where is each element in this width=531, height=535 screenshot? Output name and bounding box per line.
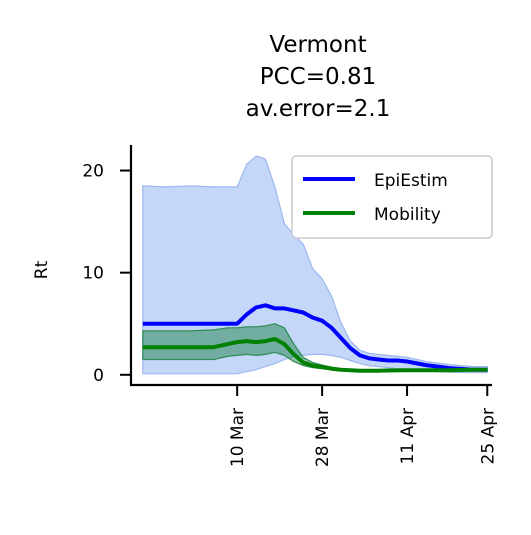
y-ticks: 0 10 20: [82, 162, 131, 386]
x-ticks: 10 Mar 28 Mar 11 Apr 25 Apr: [228, 385, 498, 467]
y-axis-label: Rt: [32, 260, 52, 279]
chart-title-line-1: Vermont: [269, 32, 366, 58]
series-line-mobility: [142, 337, 488, 373]
legend-label-mobility: Mobility: [374, 205, 441, 225]
series-line-epiestim: [142, 303, 488, 372]
chart-title-line-2: PCC=0.81: [260, 64, 376, 90]
chart-title: Vermont PCC=0.81 av.error=2.1: [246, 32, 391, 122]
legend-label-epiestim: EpiEstim: [374, 171, 448, 191]
y-tick-label: 20: [82, 162, 104, 182]
x-tick-label: 28 Mar: [313, 408, 333, 467]
series-lines: [142, 303, 488, 373]
band-epiestim: [142, 155, 488, 375]
x-tick-label: 11 Apr: [398, 408, 418, 464]
axes: 0 10 20 10 Mar 28 Mar 11 Apr 25 Apr Rt: [32, 145, 498, 467]
legend-frame: [291, 155, 493, 239]
x-tick-label: 25 Apr: [478, 408, 498, 464]
y-tick-label: 0: [93, 366, 104, 386]
y-tick-label: 10: [82, 264, 104, 284]
legend: EpiEstim Mobility: [291, 155, 493, 239]
chart-title-line-3: av.error=2.1: [246, 96, 391, 122]
x-tick-label: 10 Mar: [228, 408, 248, 467]
